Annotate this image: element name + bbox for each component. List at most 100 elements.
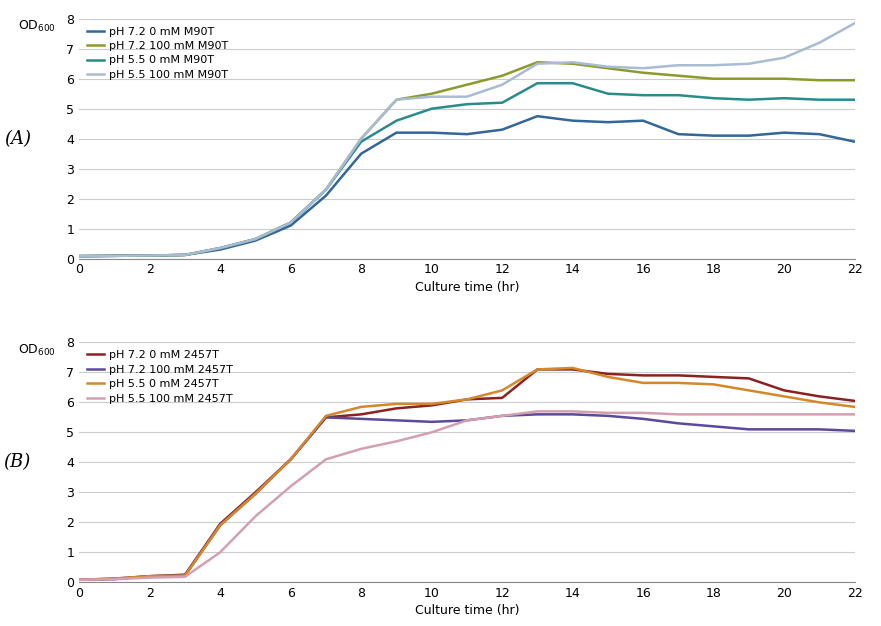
pH 7.2 0 mM M90T (144, 252, 155, 259)
pH 7.2 100 mM M90T (603, 64, 613, 72)
pH 5.5 100 mM 2457T (744, 411, 754, 418)
pH 5.5 0 mM M90T (462, 100, 472, 108)
pH 5.5 100 mM M90T (708, 61, 719, 69)
pH 7.2 0 mM 2457T (426, 402, 437, 409)
pH 7.2 0 mM M90T (391, 129, 402, 136)
pH 7.2 100 mM M90T (285, 219, 296, 227)
pH 5.5 100 mM M90T (426, 93, 437, 100)
Line: pH 5.5 100 mM 2457T: pH 5.5 100 mM 2457T (79, 411, 855, 580)
pH 5.5 0 mM 2457T (779, 393, 789, 400)
pH 5.5 100 mM 2457T (356, 445, 366, 453)
pH 5.5 100 mM M90T (144, 252, 155, 259)
pH 7.2 100 mM M90T (180, 251, 190, 259)
pH 7.2 100 mM M90T (744, 75, 754, 83)
pH 7.2 100 mM 2457T (638, 415, 648, 423)
pH 5.5 0 mM 2457T (462, 396, 472, 403)
pH 7.2 100 mM M90T (426, 90, 437, 98)
pH 5.5 0 mM 2457T (250, 490, 261, 498)
pH 5.5 100 mM 2457T (426, 429, 437, 436)
pH 5.5 0 mM M90T (603, 90, 613, 98)
pH 5.5 0 mM M90T (497, 99, 507, 106)
pH 7.2 100 mM 2457T (180, 572, 190, 579)
pH 5.5 100 mM M90T (215, 244, 226, 252)
Legend: pH 7.2 0 mM 2457T, pH 7.2 100 mM 2457T, pH 5.5 0 mM 2457T, pH 5.5 100 mM 2457T: pH 7.2 0 mM 2457T, pH 7.2 100 mM 2457T, … (83, 346, 238, 408)
pH 7.2 100 mM 2457T (708, 423, 719, 430)
pH 5.5 0 mM 2457T (356, 403, 366, 411)
pH 7.2 100 mM 2457T (250, 490, 261, 498)
pH 5.5 0 mM 2457T (74, 576, 85, 583)
pH 7.2 100 mM 2457T (321, 414, 331, 421)
pH 7.2 0 mM 2457T (779, 387, 789, 394)
pH 5.5 0 mM M90T (567, 80, 578, 87)
pH 5.5 0 mM M90T (285, 219, 296, 227)
pH 5.5 100 mM M90T (321, 186, 331, 193)
pH 5.5 0 mM M90T (426, 105, 437, 113)
pH 5.5 100 mM 2457T (285, 483, 296, 490)
pH 7.2 0 mM 2457T (567, 366, 578, 373)
pH 7.2 0 mM M90T (708, 132, 719, 140)
pH 5.5 100 mM 2457T (814, 411, 825, 418)
pH 5.5 0 mM 2457T (638, 379, 648, 387)
pH 7.2 0 mM 2457T (285, 456, 296, 463)
pH 5.5 0 mM M90T (708, 95, 719, 102)
pH 5.5 0 mM 2457T (744, 387, 754, 394)
pH 7.2 100 mM 2457T (567, 411, 578, 418)
Line: pH 5.5 100 mM M90T: pH 5.5 100 mM M90T (79, 23, 855, 256)
pH 5.5 100 mM 2457T (109, 575, 120, 583)
pH 5.5 100 mM M90T (567, 58, 578, 66)
pH 7.2 0 mM M90T (356, 150, 366, 157)
Text: (A): (A) (4, 130, 31, 148)
pH 5.5 0 mM 2457T (215, 521, 226, 529)
pH 5.5 0 mM 2457T (567, 364, 578, 372)
pH 5.5 0 mM M90T (532, 80, 543, 87)
pH 5.5 100 mM M90T (462, 93, 472, 100)
pH 5.5 100 mM M90T (356, 135, 366, 142)
pH 5.5 0 mM 2457T (285, 456, 296, 463)
pH 5.5 100 mM M90T (603, 63, 613, 71)
pH 5.5 0 mM 2457T (144, 572, 155, 580)
pH 7.2 100 mM 2457T (673, 419, 684, 427)
pH 7.2 100 mM M90T (144, 252, 155, 259)
pH 7.2 100 mM M90T (849, 76, 860, 84)
pH 7.2 100 mM M90T (708, 75, 719, 83)
pH 7.2 100 mM 2457T (744, 426, 754, 433)
pH 7.2 100 mM 2457T (74, 576, 85, 583)
pH 7.2 0 mM 2457T (144, 572, 155, 580)
pH 7.2 100 mM 2457T (285, 456, 296, 463)
pH 7.2 100 mM 2457T (779, 426, 789, 433)
pH 5.5 0 mM M90T (144, 252, 155, 259)
pH 7.2 100 mM 2457T (462, 416, 472, 424)
pH 5.5 0 mM 2457T (532, 366, 543, 373)
pH 7.2 0 mM M90T (250, 237, 261, 244)
pH 7.2 0 mM 2457T (532, 366, 543, 373)
pH 7.2 0 mM M90T (814, 130, 825, 138)
pH 5.5 100 mM M90T (497, 81, 507, 88)
pH 7.2 100 mM M90T (215, 244, 226, 252)
pH 5.5 100 mM 2457T (638, 409, 648, 417)
pH 7.2 0 mM M90T (849, 138, 860, 145)
pH 7.2 0 mM 2457T (356, 411, 366, 418)
pH 5.5 100 mM M90T (814, 39, 825, 46)
pH 5.5 100 mM 2457T (497, 412, 507, 419)
X-axis label: Culture time (hr): Culture time (hr) (415, 280, 519, 294)
pH 5.5 0 mM M90T (673, 91, 684, 99)
pH 7.2 100 mM M90T (462, 81, 472, 88)
pH 5.5 0 mM 2457T (673, 379, 684, 387)
pH 5.5 0 mM M90T (744, 96, 754, 103)
pH 7.2 0 mM 2457T (391, 404, 402, 412)
pH 5.5 100 mM 2457T (215, 548, 226, 556)
pH 7.2 0 mM M90T (603, 118, 613, 126)
pH 5.5 100 mM M90T (849, 19, 860, 27)
pH 7.2 0 mM 2457T (638, 372, 648, 379)
pH 5.5 0 mM 2457T (180, 572, 190, 579)
pH 5.5 100 mM 2457T (567, 408, 578, 415)
pH 7.2 100 mM M90T (74, 252, 85, 260)
pH 7.2 100 mM M90T (638, 69, 648, 76)
pH 7.2 100 mM M90T (391, 96, 402, 103)
pH 7.2 0 mM 2457T (814, 393, 825, 400)
Line: pH 5.5 0 mM M90T: pH 5.5 0 mM M90T (79, 83, 855, 256)
pH 5.5 100 mM M90T (638, 64, 648, 72)
pH 7.2 100 mM M90T (321, 186, 331, 193)
pH 7.2 100 mM 2457T (849, 427, 860, 434)
pH 5.5 100 mM 2457T (673, 411, 684, 418)
